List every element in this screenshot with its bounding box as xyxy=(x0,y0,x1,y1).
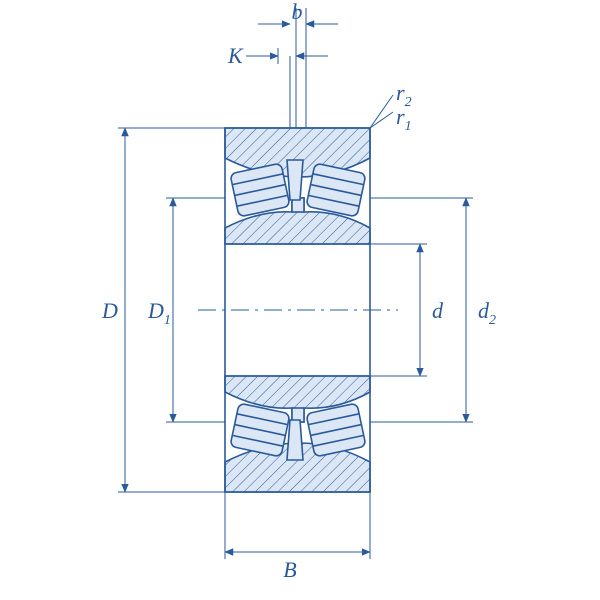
roller-bottom-right xyxy=(306,403,366,457)
label-b: b xyxy=(292,0,303,24)
labels: D D1 d d2 B b K r2 r1 xyxy=(101,0,496,582)
bearing-section xyxy=(225,8,393,492)
roller-bottom-left xyxy=(230,403,290,457)
label-B: B xyxy=(283,557,296,582)
label-d: d xyxy=(432,298,444,323)
label-K: K xyxy=(227,43,244,68)
roller-top-right xyxy=(306,163,366,217)
cage-top xyxy=(287,160,303,200)
cage-bottom xyxy=(287,420,303,460)
bearing-diagram: D D1 d d2 B b K r2 r1 xyxy=(0,0,600,600)
label-D: D xyxy=(101,298,118,323)
label-D1: D1 xyxy=(147,298,171,328)
r2-leader xyxy=(370,95,393,128)
label-d2: d2 xyxy=(478,298,496,328)
r1-leader xyxy=(370,112,393,128)
roller-top-left xyxy=(230,163,290,217)
